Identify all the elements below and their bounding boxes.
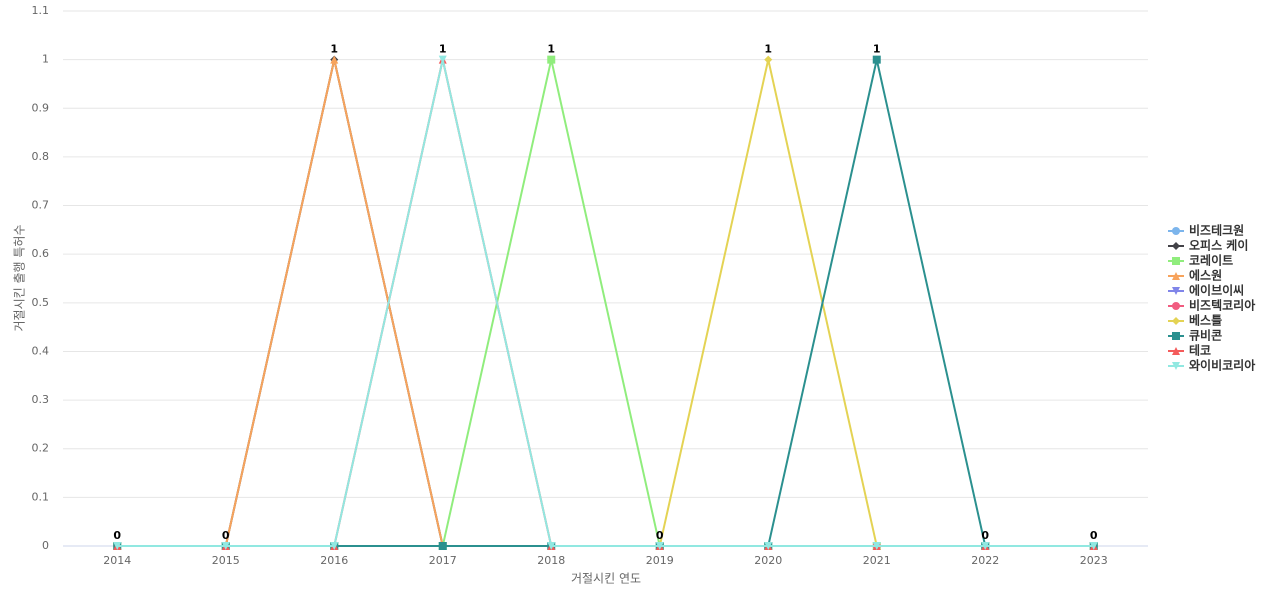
y-tick-label: 0.7 xyxy=(32,199,50,212)
data-point xyxy=(547,542,556,550)
data-point xyxy=(981,542,990,550)
data-point xyxy=(1089,542,1098,550)
legend-marker xyxy=(1172,302,1180,310)
legend-label: 비즈텍코리아 xyxy=(1189,298,1255,313)
y-tick-label: 0.3 xyxy=(32,393,50,406)
data-point xyxy=(547,55,556,64)
legend-label: 와이비코리아 xyxy=(1189,358,1255,373)
y-tick-label: 0.6 xyxy=(32,247,50,260)
data-point xyxy=(221,542,230,550)
legend-label: 에이브이씨 xyxy=(1189,283,1244,298)
data-point xyxy=(330,55,339,64)
legend-marker xyxy=(1172,287,1180,295)
x-tick-label: 2020 xyxy=(754,554,782,567)
x-axis-title: 거절시킨 연도 xyxy=(571,572,641,586)
data-label: 1 xyxy=(873,43,881,56)
legend-marker xyxy=(1172,257,1180,265)
data-label: 1 xyxy=(547,43,555,56)
x-tick-label: 2022 xyxy=(971,554,999,567)
x-tick-label: 2023 xyxy=(1080,554,1108,567)
data-label: 1 xyxy=(764,43,772,56)
data-point xyxy=(438,55,447,64)
data-point xyxy=(764,55,773,64)
y-tick-label: 0.5 xyxy=(32,296,50,309)
legend-marker xyxy=(1172,317,1180,325)
legend-label: 큐비콘 xyxy=(1189,328,1222,343)
data-label: 0 xyxy=(222,529,230,542)
data-label: 0 xyxy=(1090,529,1098,542)
x-tick-label: 2021 xyxy=(863,554,891,567)
legend-label: 테코 xyxy=(1189,344,1211,358)
legend-label: 베스틀 xyxy=(1189,313,1222,328)
y-axis-title: 거절시킨 출행 특허수 xyxy=(12,225,27,332)
x-tick-label: 2015 xyxy=(212,554,240,567)
y-tick-label: 0.1 xyxy=(32,490,50,503)
x-tick-label: 2016 xyxy=(320,554,348,567)
data-label: 0 xyxy=(113,529,121,542)
series-line xyxy=(117,59,1094,547)
data-label: 1 xyxy=(330,43,338,56)
data-point xyxy=(872,55,881,64)
x-tick-label: 2017 xyxy=(429,554,457,567)
data-label: 0 xyxy=(656,529,664,542)
data-label: 0 xyxy=(981,529,989,542)
legend-marker xyxy=(1172,362,1180,370)
data-label: 1 xyxy=(439,43,447,56)
x-tick-label: 2018 xyxy=(537,554,565,567)
y-tick-label: 0.8 xyxy=(32,150,50,163)
data-point xyxy=(330,542,339,550)
legend-label: 코레이트 xyxy=(1189,253,1233,268)
data-point xyxy=(655,542,664,550)
x-tick-label: 2014 xyxy=(103,554,131,567)
legend-marker xyxy=(1172,347,1180,355)
legend-label: 에스원 xyxy=(1189,268,1222,283)
legend-label: 오피스 케이 xyxy=(1189,238,1248,253)
y-tick-label: 0.4 xyxy=(32,344,50,357)
y-tick-label: 0.9 xyxy=(32,101,50,114)
legend-marker xyxy=(1172,242,1180,250)
legend-marker xyxy=(1172,272,1180,280)
y-tick-label: 0.2 xyxy=(32,442,50,455)
legend-marker xyxy=(1172,227,1180,235)
y-tick-label: 1.1 xyxy=(32,4,50,17)
legend-label: 비즈테크원 xyxy=(1189,223,1244,238)
y-tick-label: 1 xyxy=(42,53,49,66)
data-point xyxy=(438,542,447,550)
x-tick-label: 2019 xyxy=(646,554,674,567)
data-point xyxy=(872,542,881,550)
data-point xyxy=(764,542,773,550)
y-tick-label: 0 xyxy=(42,539,49,552)
data-point xyxy=(113,542,122,550)
legend-marker xyxy=(1172,332,1180,340)
